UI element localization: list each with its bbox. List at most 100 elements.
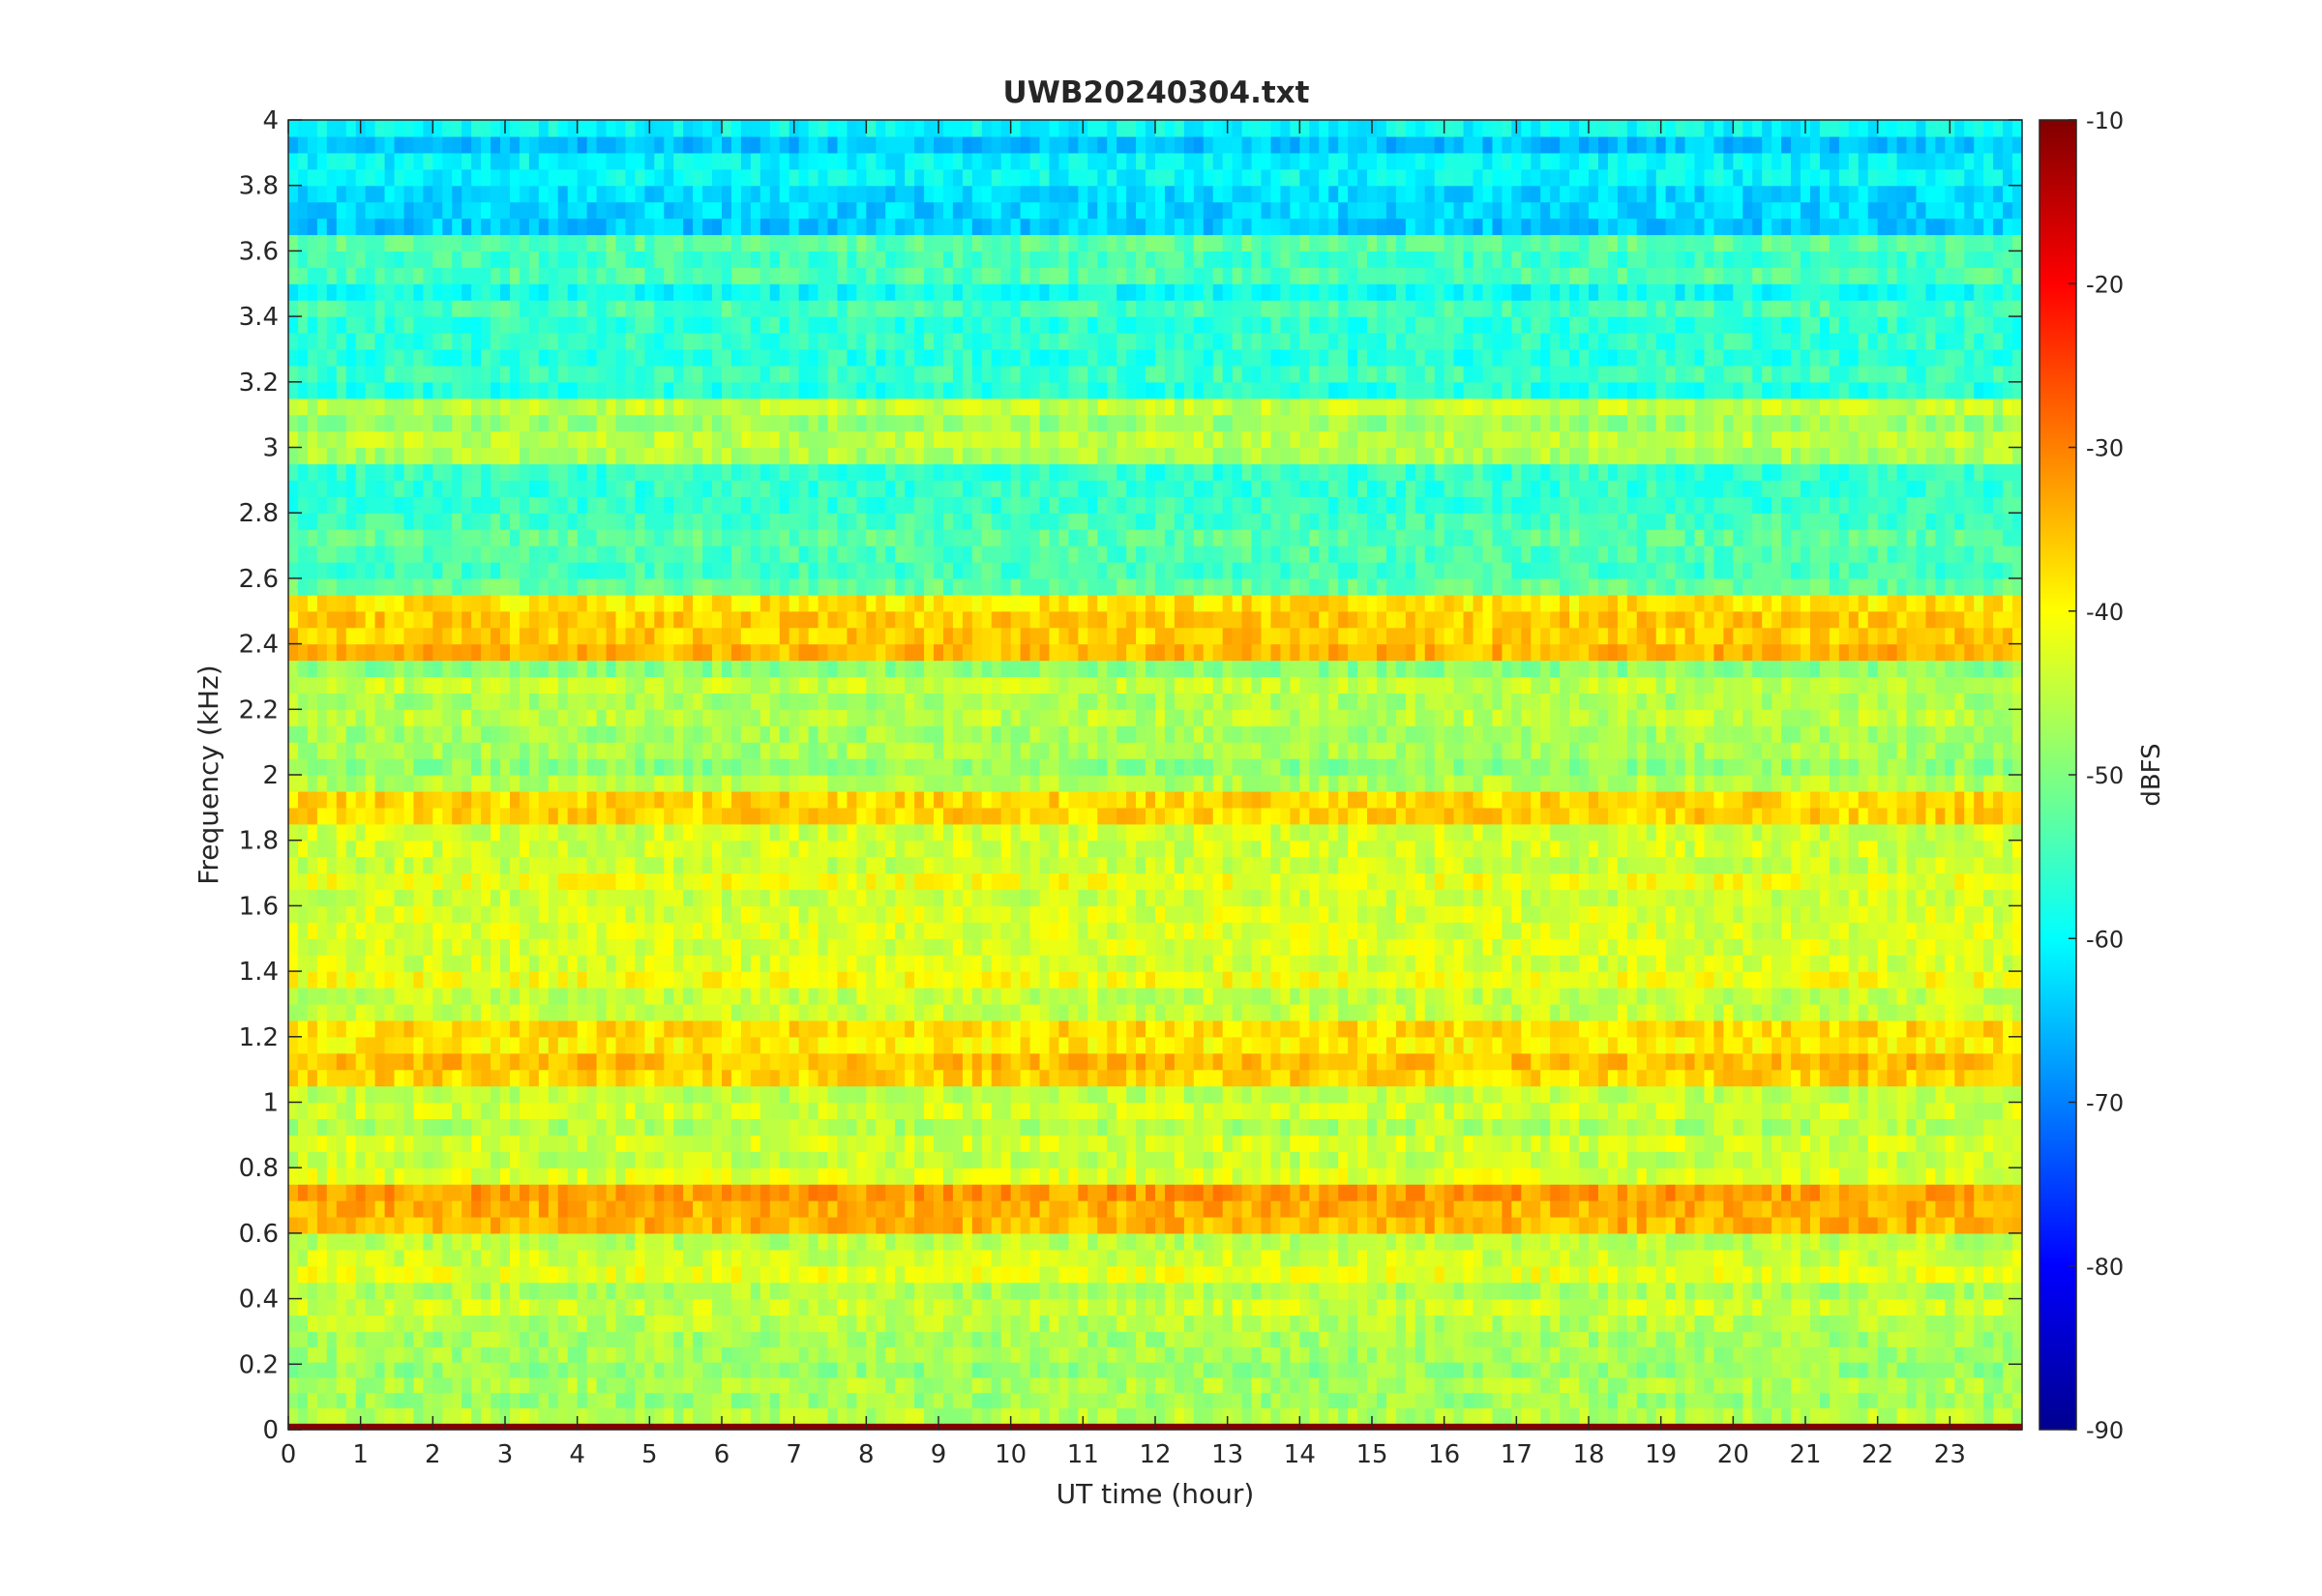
heatmap-cell <box>847 1085 857 1104</box>
heatmap-cell <box>1068 988 1079 1005</box>
heatmap-cell <box>1579 1036 1590 1054</box>
heatmap-cell <box>971 1315 983 1333</box>
heatmap-cell <box>1453 1392 1465 1409</box>
heatmap-cell <box>548 1118 559 1136</box>
heatmap-cell <box>924 1135 935 1152</box>
heatmap-cell <box>1492 1298 1503 1316</box>
heatmap-cell <box>1954 1315 1965 1333</box>
heatmap-cell <box>1261 1362 1272 1378</box>
heatmap-cell <box>1010 1298 1022 1316</box>
heatmap-cell <box>1193 1232 1205 1251</box>
heatmap-cell <box>934 1085 944 1104</box>
heatmap-cell <box>1482 988 1494 1005</box>
heatmap-cell <box>1183 1298 1195 1316</box>
heatmap-cell <box>1597 1085 1609 1104</box>
heatmap-cell <box>461 1200 472 1218</box>
heatmap-cell <box>1560 1407 1570 1424</box>
heatmap-cell <box>606 1102 617 1120</box>
heatmap-cell <box>1993 1102 2004 1120</box>
heatmap-cell <box>1261 1167 1272 1185</box>
spectrogram-heatmap <box>288 120 2023 1431</box>
heatmap-cell <box>1222 1085 1234 1104</box>
heatmap-cell <box>596 1376 608 1394</box>
heatmap-cell <box>914 1200 925 1218</box>
heatmap-cell <box>1193 1135 1205 1152</box>
heatmap-cell <box>481 1407 491 1424</box>
heatmap-cell <box>1906 1118 1918 1136</box>
heatmap-cell <box>586 1118 598 1136</box>
heatmap-cell <box>1569 1052 1580 1071</box>
heatmap-cell <box>442 1249 453 1267</box>
heatmap-cell <box>1636 1118 1648 1136</box>
heatmap-cell <box>837 1135 848 1152</box>
heatmap-cell <box>1232 988 1243 1005</box>
heatmap-cell <box>316 1102 328 1120</box>
heatmap-cell <box>1463 1423 1474 1431</box>
heatmap-cell <box>1261 1003 1272 1021</box>
heatmap-cell <box>423 1036 433 1054</box>
heatmap-cell <box>596 1003 608 1021</box>
heatmap-cell <box>981 1102 993 1120</box>
heatmap-cell <box>1867 1423 1879 1431</box>
heatmap-cell <box>1819 1003 1831 1021</box>
heatmap-cell <box>1068 1020 1079 1038</box>
heatmap-cell <box>1589 1020 1599 1038</box>
heatmap-cell <box>596 988 608 1005</box>
heatmap-cell <box>1174 1282 1185 1300</box>
heatmap-cell <box>567 1392 579 1409</box>
heatmap-cell <box>384 1216 396 1234</box>
heatmap-cell <box>1771 1200 1782 1218</box>
heatmap-cell <box>1097 1362 1108 1378</box>
heatmap-cell <box>1675 1376 1686 1394</box>
heatmap-cell <box>1916 1265 1927 1284</box>
heatmap-cell <box>1684 1085 1696 1104</box>
heatmap-cell <box>779 1249 790 1267</box>
heatmap-cell <box>403 1346 415 1363</box>
heatmap-cell <box>1338 1315 1349 1333</box>
heatmap-cell <box>1126 1102 1137 1120</box>
heatmap-cell <box>827 1102 839 1120</box>
heatmap-cell <box>876 1118 886 1136</box>
heatmap-cell <box>1694 1020 1706 1038</box>
heatmap-cell <box>837 1200 848 1218</box>
heatmap-cell <box>1193 1265 1205 1284</box>
heatmap-cell <box>1136 1407 1146 1424</box>
heatmap-cell <box>1251 1085 1263 1104</box>
heatmap-cell <box>1020 1118 1031 1136</box>
heatmap-cell <box>1348 1118 1358 1136</box>
heatmap-cell <box>654 1346 665 1363</box>
heatmap-cell <box>374 1407 386 1424</box>
heatmap-cell <box>1935 1407 1946 1424</box>
heatmap-cell <box>528 1151 540 1168</box>
heatmap-cell <box>1617 1036 1628 1054</box>
heatmap-cell <box>1964 1151 1975 1168</box>
heatmap-cell <box>1319 1282 1329 1300</box>
heatmap-cell <box>577 1135 588 1152</box>
heatmap-cell <box>1000 1151 1012 1168</box>
heatmap-cell <box>730 1151 742 1168</box>
heatmap-cell <box>1107 1298 1117 1316</box>
heatmap-cell <box>1636 1346 1648 1363</box>
heatmap-cell <box>1733 1346 1743 1363</box>
heatmap-cell <box>1174 1167 1185 1185</box>
heatmap-cell <box>316 1069 328 1087</box>
heatmap-cell <box>693 1331 703 1347</box>
heatmap-cell <box>1058 1102 1069 1120</box>
heatmap-cell <box>1694 1003 1706 1021</box>
heatmap-cell <box>1473 1102 1484 1120</box>
heatmap-cell <box>1665 1232 1677 1251</box>
heatmap-cell <box>615 1167 627 1185</box>
heatmap-cell <box>1887 1282 1898 1300</box>
heatmap-cell <box>1867 1232 1879 1251</box>
heatmap-cell <box>759 1135 771 1152</box>
heatmap-cell <box>1896 1298 1908 1316</box>
heatmap-cell <box>1164 1069 1176 1087</box>
heatmap-cell <box>1107 1232 1117 1251</box>
heatmap-cell <box>1665 1003 1677 1021</box>
heatmap-cell <box>1993 1216 2004 1234</box>
heatmap-cell <box>1877 1216 1889 1234</box>
heatmap-cell <box>952 1249 964 1267</box>
heatmap-cell <box>1791 1184 1801 1201</box>
heatmap-cell <box>808 1151 819 1168</box>
heatmap-cell <box>1511 1200 1522 1218</box>
